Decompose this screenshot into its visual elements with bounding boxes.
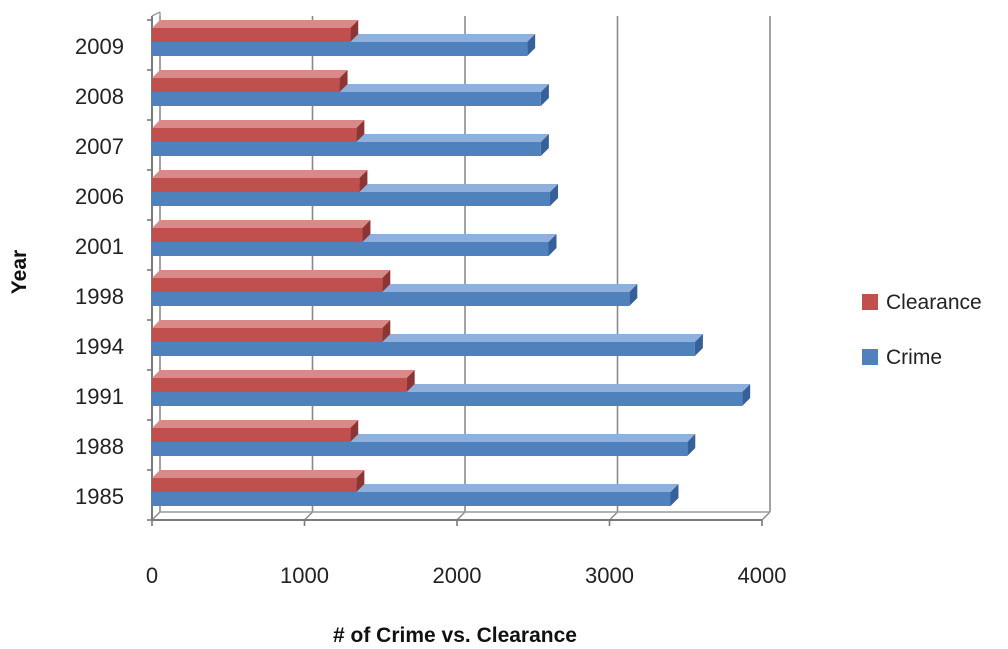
y-tick-label: 1991 xyxy=(75,384,124,409)
legend-item-clearance: Clearance xyxy=(862,291,982,314)
x-axis-title: # of Crime vs. Clearance xyxy=(333,624,577,647)
floor-tick xyxy=(151,511,161,521)
legend-swatch xyxy=(862,349,878,365)
y-tick-labels: 1985 1988 1991 1994 1998 2001 2006 2007 2008 2009 xyxy=(75,34,124,509)
bar-clearance-1994 xyxy=(152,320,391,342)
legend: Clearance Crime xyxy=(862,291,982,369)
y-tick-label: 2006 xyxy=(75,184,124,209)
bar-clearance-1985 xyxy=(152,470,365,492)
floor-tick xyxy=(456,511,466,521)
y-tick-label: 1998 xyxy=(75,284,124,309)
x-tick-label: 2000 xyxy=(433,563,482,588)
y-tick-label: 2007 xyxy=(75,134,124,159)
y-tick-label: 1994 xyxy=(75,334,124,359)
bar-clearance-1991 xyxy=(152,370,415,392)
y-tick-label: 1988 xyxy=(75,434,124,459)
bar-clearance-1988 xyxy=(152,420,359,442)
y-tick-label: 1985 xyxy=(75,484,124,509)
floor-tick xyxy=(304,511,313,521)
bar-clearance-2001 xyxy=(152,220,371,242)
legend-label: Clearance xyxy=(886,291,982,314)
bar-clearance-2007 xyxy=(152,120,365,142)
y-tick-label: 2009 xyxy=(75,34,124,59)
x-tick-label: 3000 xyxy=(585,563,634,588)
floor-tick xyxy=(761,511,771,521)
y-tick-label: 2001 xyxy=(75,234,124,259)
bars xyxy=(152,20,751,506)
legend-item-crime: Crime xyxy=(862,346,942,369)
floor-tick xyxy=(609,511,618,521)
bar-clearance-2008 xyxy=(152,70,348,92)
legend-label: Crime xyxy=(886,346,942,369)
top-edge xyxy=(151,11,161,17)
x-tick-label: 1000 xyxy=(280,563,329,588)
x-tick-label: 4000 xyxy=(738,563,787,588)
bar-clearance-1998 xyxy=(152,270,391,292)
bar-clearance-2006 xyxy=(152,170,368,192)
bar-clearance-2009 xyxy=(152,20,359,42)
legend-swatch xyxy=(862,294,878,310)
y-tick-label: 2008 xyxy=(75,84,124,109)
x-tick-labels: 0 1000 2000 3000 4000 xyxy=(146,563,787,588)
y-axis-title: Year xyxy=(8,250,31,294)
x-tick-label: 0 xyxy=(146,563,158,588)
